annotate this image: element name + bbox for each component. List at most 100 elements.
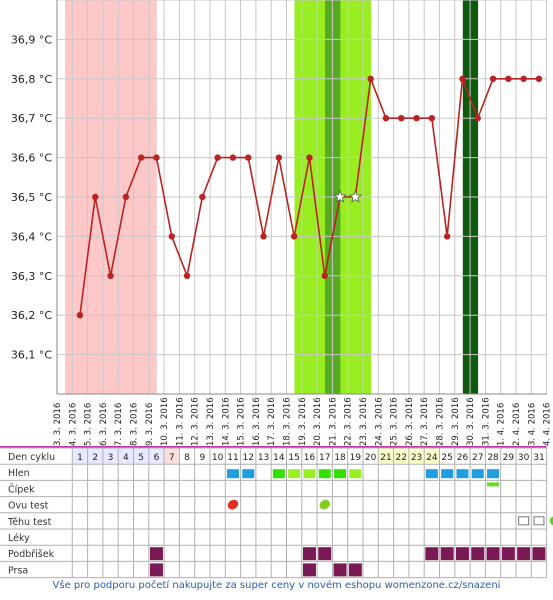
y-tick-label: 36,8 °C <box>11 73 52 86</box>
temperature-point <box>520 75 527 83</box>
pregnancy-test-icon <box>533 516 545 526</box>
temperature-chart: 36,1 °C 36,2 °C 36,3 °C 36,4 °C 36,5 °C 36,6 … <box>0 0 553 579</box>
day-number: 3 <box>108 453 114 463</box>
x-tick-label: 4. 3. 2016 <box>68 403 78 446</box>
x-tick-label: 2. 4. 2016 <box>512 403 522 446</box>
day-header-cell <box>301 448 318 465</box>
x-tick-label: 26. 3. 2016 <box>405 397 415 446</box>
temperature-point <box>122 193 130 201</box>
row-label: Hlen <box>8 468 30 479</box>
x-tick-label: 8. 3. 2016 <box>130 403 140 446</box>
day-number: 18 <box>334 453 346 463</box>
row-label: Těhu test <box>7 517 52 528</box>
podbrisek-marker <box>501 547 515 561</box>
day-header-cell <box>179 448 195 465</box>
x-tick-label: 23. 3. 2016 <box>359 397 369 446</box>
day-number: 1 <box>77 453 83 463</box>
temperature-point-star <box>333 189 347 203</box>
podbrisek-marker <box>532 547 546 561</box>
day-header-cell <box>408 448 425 465</box>
x-tick-label: 12. 3. 2016 <box>191 397 201 446</box>
temperature-point <box>443 233 451 240</box>
x-tick-label: 31. 3. 2016 <box>481 397 491 446</box>
temperature-point <box>168 233 175 240</box>
podbrisek-marker <box>440 547 454 561</box>
day-number: 24 <box>426 453 438 463</box>
x-tick-label: 22. 3. 2016 <box>344 397 354 446</box>
day-header-cell <box>102 448 119 465</box>
temperature-point <box>459 75 466 83</box>
day-header-cell <box>454 448 471 465</box>
x-tick-label: 25. 3. 2016 <box>390 397 400 446</box>
temperature-point <box>229 154 237 161</box>
day-number: 22 <box>396 453 407 463</box>
temperature-point <box>535 75 543 83</box>
hlen-marker <box>471 469 484 479</box>
temperature-point <box>183 272 191 279</box>
x-tick-label: 10. 3. 2016 <box>160 397 170 446</box>
ovu-test-icon <box>319 499 330 510</box>
row-label: Čípek <box>8 483 35 495</box>
row-label: Ovu test <box>8 501 49 512</box>
day-number: 9 <box>199 453 205 463</box>
day-number: 27 <box>472 453 483 463</box>
day-header-cell <box>516 448 532 465</box>
day-header-cell <box>210 448 226 465</box>
hlen-marker <box>303 469 316 479</box>
day-number: 23 <box>411 453 422 463</box>
x-tick-label: 9. 3. 2016 <box>145 403 155 446</box>
podbrisek-marker <box>486 547 500 561</box>
x-tick-label: 3. 3. 2016 <box>53 403 63 446</box>
temperature-point <box>92 193 99 201</box>
x-tick-label: 21. 3. 2016 <box>328 397 338 446</box>
x-tick-label: 5. 3. 2016 <box>84 403 94 446</box>
day-number: 7 <box>169 453 175 463</box>
day-header-cell <box>255 448 272 465</box>
temperature-point <box>290 233 298 240</box>
day-number: 2 <box>92 453 98 463</box>
x-tick-label: 17. 3. 2016 <box>267 397 277 446</box>
hlen-marker <box>272 469 285 479</box>
y-tick-label: 36,5 °C <box>11 191 52 204</box>
row-label: Léky <box>8 533 30 544</box>
y-tick-label: 36,9 °C <box>11 33 52 46</box>
hlen-marker <box>349 469 362 479</box>
ovu-test-icon <box>227 499 239 510</box>
temperature-point <box>153 154 160 161</box>
temperature-point <box>306 154 313 161</box>
day-header-cell <box>363 448 379 465</box>
hlen-marker <box>487 469 500 479</box>
day-header-cell <box>470 448 486 465</box>
day-header-cell <box>332 448 348 465</box>
day-number: 19 <box>350 453 362 463</box>
day-number: 30 <box>518 453 530 463</box>
temperature-point <box>367 75 374 83</box>
podbrisek-marker <box>318 547 332 561</box>
x-tick-label: 29. 3. 2016 <box>451 397 461 446</box>
day-header-cell <box>531 448 547 465</box>
temperature-point <box>107 272 114 279</box>
footer-link[interactable]: Vše pro podporu početí nakupujte za supe… <box>52 580 501 591</box>
temperature-point <box>474 115 481 122</box>
pregnancy-test-icon <box>518 516 530 526</box>
y-tick-label: 36,2 °C <box>11 309 52 322</box>
y-tick-label: 36,1 °C <box>11 349 52 362</box>
temperature-point <box>260 233 267 240</box>
day-header-cell <box>347 448 363 465</box>
y-tick-label: 36,7 °C <box>11 112 52 125</box>
x-tick-label: 20. 3. 2016 <box>313 397 323 446</box>
day-number: 8 <box>184 453 190 463</box>
day-header-cell <box>225 448 241 465</box>
hlen-marker <box>441 469 454 479</box>
day-number: 21 <box>380 453 391 463</box>
day-number: 4 <box>123 453 129 463</box>
day-header-cell <box>118 448 134 465</box>
podbrisek-marker <box>425 547 439 561</box>
x-tick-label: 15. 3. 2016 <box>237 397 247 446</box>
temperature-point <box>199 193 206 201</box>
day-number: 26 <box>457 453 469 463</box>
x-tick-label: 16. 3. 2016 <box>252 397 262 446</box>
day-number: 12 <box>243 453 254 463</box>
day-header-cell <box>500 448 516 465</box>
